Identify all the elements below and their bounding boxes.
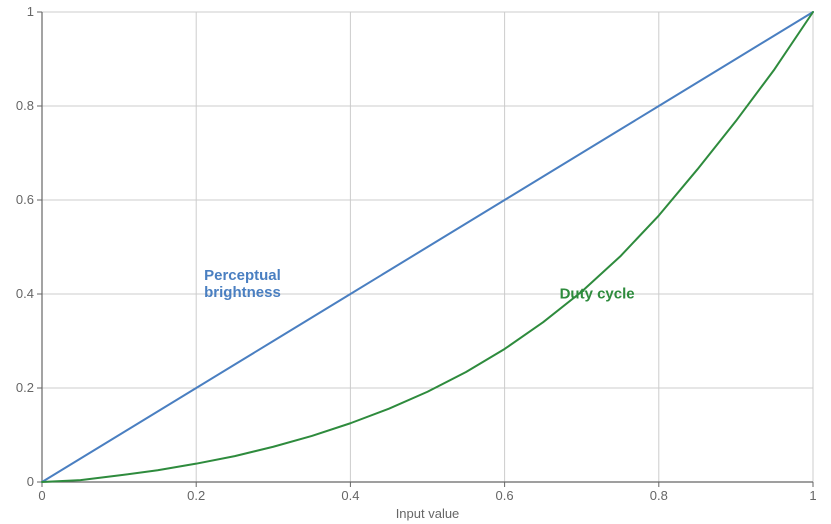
x-tick-label: 0.2 [187,488,205,503]
x-tick-label: 0.4 [341,488,359,503]
line-chart: 0 0.2 0.4 0.6 0.8 1 0 0.2 0.4 0.6 0.8 1 Input value P… [0,0,831,524]
x-tick-label: 0.8 [650,488,668,503]
y-tick-label: 0.6 [16,192,34,207]
x-tick-label: 0 [38,488,45,503]
y-tick-label: 0.2 [16,380,34,395]
y-tick-label: 0.8 [16,98,34,113]
x-axis-label: Input value [396,506,460,521]
chart-container: 0 0.2 0.4 0.6 0.8 1 0 0.2 0.4 0.6 0.8 1 Input value P… [0,0,831,524]
y-tick-label: 0.4 [16,286,34,301]
series-label: Perceptualbrightness [204,267,281,301]
y-tick-label: 0 [27,474,34,489]
y-tick-label: 1 [27,4,34,19]
x-tick-label: 1 [809,488,816,503]
series-label: Duty cycle [560,286,635,303]
x-tick-label: 0.6 [496,488,514,503]
